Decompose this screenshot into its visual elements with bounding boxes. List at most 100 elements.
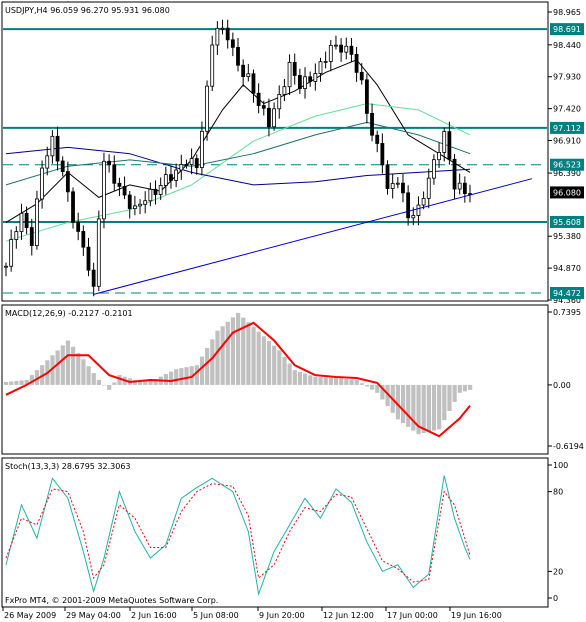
macd-bar	[251, 326, 256, 385]
candle-bear	[261, 105, 266, 109]
candle-bull	[303, 76, 307, 90]
candle-bull	[432, 159, 436, 179]
macd-bar	[400, 384, 406, 424]
candle-bull	[19, 212, 24, 232]
level-tag-97.112	[550, 121, 584, 134]
macd-bar	[277, 350, 282, 385]
candle-bull	[416, 204, 421, 216]
macd-bar	[323, 377, 328, 385]
candle-bull	[277, 94, 282, 110]
macd-bar	[24, 379, 29, 385]
macd-bar	[34, 370, 40, 385]
macd-bar	[179, 368, 184, 385]
candle-bull	[328, 45, 333, 62]
copyright-text: FxPro MT4, © 2001-2009 MetaQuotes Softwa…	[5, 596, 218, 605]
macd-tick-label: -0.6194	[553, 442, 584, 451]
candle-bull	[215, 27, 220, 46]
time-tick-label: 9 Jun 20:00	[259, 611, 305, 620]
macd-bar	[437, 384, 442, 430]
macd-bar	[344, 379, 349, 385]
macd-bar	[76, 353, 81, 385]
macd-bar	[14, 380, 19, 385]
candle-bull	[457, 182, 462, 190]
macd-bar	[308, 375, 313, 385]
level-tag-96.523	[550, 158, 584, 171]
macd-tick-label: 0.00	[553, 381, 571, 390]
candle-bull	[163, 174, 168, 186]
macd-bar	[112, 382, 117, 385]
candle-bull	[395, 182, 400, 185]
price-level-labels: 98.691 97.112 96.523 95.608 94.472 96.080	[550, 23, 584, 299]
time-tick-label: 19 Jun 16:00	[451, 611, 502, 620]
macd-bar	[199, 356, 205, 385]
macd-bar	[292, 370, 297, 385]
candle-bull	[282, 86, 287, 95]
macd-bar	[96, 379, 101, 385]
moving-average-1	[5, 103, 471, 242]
macd-bar	[313, 377, 318, 385]
macd-bar	[354, 379, 359, 385]
candle-bear	[169, 174, 173, 181]
candle-bull	[390, 183, 395, 189]
candle-bear	[65, 171, 70, 193]
level-tag-94.472	[550, 286, 584, 299]
candle-bull	[148, 188, 153, 202]
macd-signal	[5, 321, 471, 438]
price-tick-label: 96.910	[553, 137, 581, 146]
candle-bear	[184, 164, 189, 166]
candle-bear	[107, 160, 112, 166]
candle-bull	[205, 85, 209, 132]
macd-bar	[174, 369, 179, 385]
macd-bar	[246, 322, 251, 385]
candle-bull	[102, 160, 106, 220]
candle-bear	[60, 160, 65, 172]
macd-bar	[426, 384, 431, 432]
candle-bull	[132, 205, 137, 209]
candle-bear	[447, 131, 452, 160]
macd-bar	[411, 384, 416, 431]
stoch-label: Stoch(13,3,3) 28.6795 32.3063	[5, 462, 131, 471]
moving-average-3	[5, 121, 471, 186]
time-tick-label: 26 May 2009	[4, 611, 56, 620]
time-axis: 26 May 2009 29 May 04:00 2 Jun 16:00 5 Jun …	[2, 607, 502, 620]
candle-bull	[143, 200, 148, 205]
candle-bear	[194, 158, 199, 168]
macd-axis: 0.7395 0.00 -0.6194	[548, 308, 584, 451]
macd-bar	[101, 384, 107, 386]
candle-bull	[344, 45, 349, 53]
macd-bar	[447, 384, 452, 412]
stoch-signal-line	[5, 483, 471, 583]
stoch-pane	[1, 457, 549, 608]
trendline[interactable]	[93, 178, 532, 295]
macd-bar	[359, 383, 364, 385]
low-value: 95.931	[111, 6, 139, 15]
macd-bar	[333, 378, 339, 385]
candle-bull	[45, 155, 50, 169]
candle-bear	[122, 186, 127, 196]
candle-bull	[14, 231, 19, 240]
macd-bar	[153, 379, 158, 385]
current-price-value: 96.080	[553, 188, 581, 197]
price-tick-label: 98.965	[553, 8, 581, 17]
candle-bear	[230, 39, 235, 48]
macd-bar	[55, 350, 60, 385]
time-tick-label: 12 Jun 12:00	[323, 611, 374, 620]
candle-bull	[35, 198, 39, 246]
stoch-tick-label: 100	[553, 461, 568, 470]
price-tick-label: 95.380	[553, 232, 581, 241]
candle-bear	[375, 134, 380, 144]
macd-bar	[4, 381, 9, 385]
stoch-tick-label: 20	[553, 567, 563, 576]
candle-bull	[426, 177, 431, 199]
macd-bar	[256, 331, 261, 385]
macd-bar	[272, 345, 277, 385]
time-tick-label: 17 Jun 00:00	[387, 611, 438, 620]
price-axis: 98.965 98.440 97.930 97.420 96.910 96.390 95.3…	[548, 8, 581, 305]
macd-histogram	[4, 312, 473, 435]
candle-bear	[251, 73, 256, 94]
candle-bull	[318, 61, 323, 74]
candle-bull	[411, 215, 416, 219]
candle-bull	[210, 44, 215, 87]
macd-bar	[241, 317, 246, 385]
macd-bar	[462, 384, 468, 392]
